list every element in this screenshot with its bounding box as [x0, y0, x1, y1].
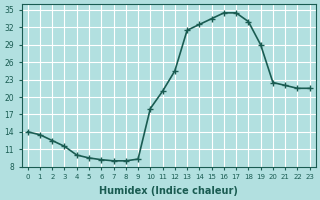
- X-axis label: Humidex (Indice chaleur): Humidex (Indice chaleur): [99, 186, 238, 196]
